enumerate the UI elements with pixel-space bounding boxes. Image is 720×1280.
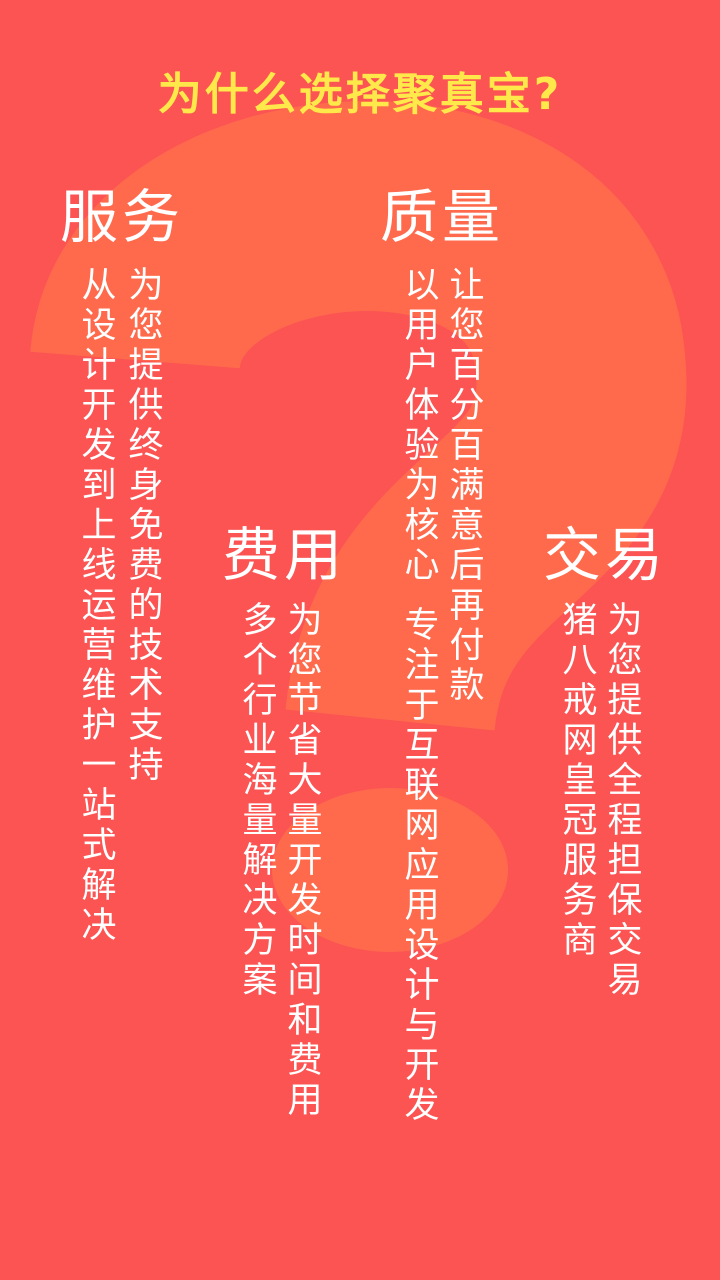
quality-heading: 质量 bbox=[380, 183, 505, 251]
service-heading: 服务 bbox=[60, 183, 185, 251]
trade-heading: 交易 bbox=[543, 521, 668, 589]
cost-text-1: 为您节省大量开发时间和费用 bbox=[287, 601, 323, 1121]
service-text-2: 从设计开发到上线运营维护一站式解决 bbox=[81, 266, 117, 946]
page-title: 为什么选择聚真宝? bbox=[157, 69, 563, 120]
trade-text-1: 为您提供全程担保交易 bbox=[607, 601, 643, 1001]
trade-text-2: 猪八戒网皇冠服务商 bbox=[562, 601, 598, 961]
cost-heading: 费用 bbox=[222, 521, 347, 589]
quality-text-3: 专注于互联网应用设计与开发 bbox=[404, 606, 440, 1126]
quality-text-2: 以用户体验为核心 bbox=[404, 266, 440, 586]
service-text-1: 为您提供终身免费的技术支持 bbox=[128, 266, 164, 786]
quality-text-1: 让您百分百满意后再付款 bbox=[449, 266, 485, 706]
cost-text-2: 多个行业海量解决方案 bbox=[242, 601, 278, 1001]
